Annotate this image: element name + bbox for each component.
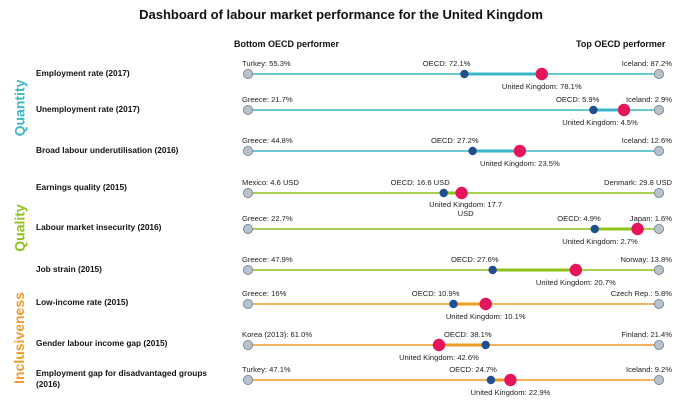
uk-label: United Kingdom: 42.6%: [399, 353, 479, 362]
uk-label: United Kingdom: 2.7%: [562, 237, 638, 246]
oecd-marker: [481, 340, 490, 350]
indicator-label: Gender labour income gap (2015): [36, 338, 168, 348]
column-header-top-performer: Top OECD performer: [576, 39, 666, 49]
column-header-bottom-performer: Bottom OECD performer: [234, 39, 340, 49]
top-performer-marker: [654, 105, 665, 116]
oecd-marker: [486, 375, 496, 385]
indicator-label: Broad labour underutilisation (2016): [36, 145, 179, 155]
top-performer-marker: [654, 298, 665, 309]
bottom-performer-label: Greece: 44.8%: [242, 136, 293, 145]
uk-label-cont: USD: [458, 209, 475, 218]
uk-marker: [504, 373, 517, 387]
oecd-label: OECD: 10.9%: [412, 289, 460, 298]
bottom-performer-label: Greece: 16%: [242, 289, 287, 298]
bottom-performer-marker: [242, 187, 253, 198]
bottom-performer-marker: [242, 145, 253, 156]
top-performer-marker: [654, 223, 665, 234]
indicator-label: Low-income rate (2015): [36, 297, 129, 307]
top-performer-label: Japan: 1.6%: [630, 214, 672, 223]
indicator-label: Employment rate (2017): [36, 68, 130, 78]
top-performer-marker: [654, 187, 665, 198]
indicator-label: Earnings quality (2015): [36, 182, 127, 192]
chart-title: Dashboard of labour market performance f…: [139, 7, 543, 22]
bottom-performer-label: Greece: 21.7%: [242, 95, 293, 104]
bottom-performer-label: Greece: 47.9%: [242, 255, 293, 264]
top-performer-label: Czech Rep.: 5.8%: [611, 289, 672, 298]
uk-marker: [535, 67, 548, 81]
bottom-performer-marker: [242, 105, 253, 116]
top-performer-marker: [654, 339, 665, 350]
bottom-performer-marker: [242, 264, 253, 275]
oecd-label: OECD: 38.1%: [444, 330, 492, 339]
bottom-performer-marker: [242, 69, 253, 80]
oecd-marker: [468, 146, 477, 156]
bottom-performer-marker: [242, 374, 253, 385]
oecd-label: OECD: 16.6 USD: [391, 178, 451, 187]
top-performer-marker: [654, 145, 665, 156]
oecd-marker: [439, 188, 448, 198]
uk-marker: [432, 338, 446, 352]
oecd-marker: [589, 105, 598, 115]
top-performer-marker: [654, 374, 665, 385]
bottom-performer-label: Greece: 22.7%: [242, 214, 293, 223]
uk-label: United Kingdom: 78.1%: [502, 82, 582, 91]
bottom-performer-label: Mexico: 4.6 USD: [242, 178, 299, 187]
oecd-label: OECD: 5.9%: [556, 95, 600, 104]
indicator-label: Job strain (2015): [36, 264, 102, 274]
uk-label: United Kingdom: 10.1%: [446, 312, 526, 321]
top-performer-label: Iceland: 9.2%: [626, 365, 672, 374]
oecd-label: OECD: 27.2%: [431, 136, 479, 145]
uk-marker: [631, 222, 644, 236]
uk-marker: [479, 297, 492, 311]
top-performer-marker: [654, 69, 665, 80]
uk-label: United Kingdom: 20.7%: [536, 278, 616, 287]
uk-marker: [617, 103, 631, 117]
oecd-marker: [460, 69, 469, 79]
uk-marker: [455, 186, 468, 200]
top-performer-marker: [654, 264, 665, 275]
oecd-marker: [488, 265, 497, 275]
bottom-performer-marker: [242, 339, 253, 350]
indicator-label: Labour market insecurity (2016): [36, 222, 162, 232]
uk-label: United Kingdom: 17.7: [429, 200, 502, 209]
uk-label: United Kingdom: 4.5%: [562, 118, 638, 127]
oecd-label: OECD: 27.6%: [451, 255, 499, 264]
uk-label: United Kingdom: 23.5%: [480, 159, 560, 168]
bottom-performer-marker: [242, 223, 253, 234]
oecd-marker: [590, 224, 599, 234]
top-performer-label: Iceland: 87.2%: [622, 59, 672, 68]
top-performer-label: Iceland: 12.6%: [622, 136, 672, 145]
uk-marker: [569, 263, 583, 277]
bottom-performer-marker: [242, 298, 253, 309]
oecd-label: OECD: 72.1%: [423, 59, 471, 68]
bottom-performer-label: Korea (2013): 61.0%: [242, 330, 312, 339]
top-performer-label: Norway: 13.8%: [621, 255, 673, 264]
bottom-performer-label: Turkey: 55.3%: [242, 59, 291, 68]
uk-marker: [513, 144, 527, 158]
indicator-label: Employment gap for disadvantaged groups …: [36, 368, 208, 389]
oecd-label: OECD: 24.7%: [449, 365, 497, 374]
top-performer-label: Denmark: 29.8 USD: [604, 178, 672, 187]
top-performer-label: Finland: 21.4%: [621, 330, 672, 339]
bottom-performer-label: Turkey: 47.1%: [242, 365, 291, 374]
oecd-label: OECD: 4.9%: [557, 214, 601, 223]
indicator-label: Unemployment rate (2017): [36, 104, 140, 114]
uk-label: United Kingdom: 22.9%: [471, 388, 551, 397]
oecd-marker: [449, 299, 458, 309]
top-performer-label: Iceland: 2.9%: [626, 95, 672, 104]
